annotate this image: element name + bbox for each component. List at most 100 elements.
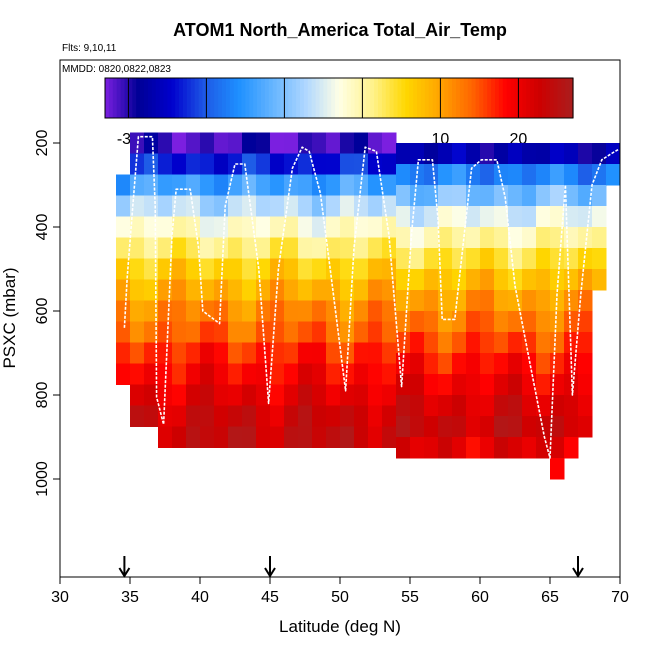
heatmap-cell <box>578 311 593 333</box>
colorbar-swatch <box>510 78 516 118</box>
colorbar-swatch <box>132 78 137 118</box>
colorbar-swatch <box>342 78 348 118</box>
heatmap-cell <box>368 216 383 238</box>
heatmap-cell <box>242 237 257 259</box>
heatmap-cell <box>382 363 397 385</box>
heatmap-cell <box>256 132 271 154</box>
heatmap-cell <box>536 185 551 207</box>
heatmap-cell <box>550 353 565 375</box>
colorbar-swatch <box>307 78 313 118</box>
heatmap-cell <box>228 132 243 154</box>
heatmap-cell <box>606 164 621 186</box>
heatmap-cell <box>214 384 229 406</box>
heatmap-cell <box>144 384 159 406</box>
y-axis: 200 400 600 800 1000 <box>34 130 60 497</box>
heatmap-cell <box>368 384 383 406</box>
heatmap-cell <box>130 258 145 280</box>
heatmap-cell <box>200 153 215 175</box>
heatmap-cell <box>340 321 355 343</box>
heatmap-cell <box>494 206 509 228</box>
heatmap-cell <box>354 132 369 154</box>
heatmap-cell <box>298 405 313 427</box>
heatmap-cell <box>438 290 453 312</box>
heatmap-cell <box>130 237 145 259</box>
colorbar-swatch <box>495 78 500 118</box>
heatmap-cell <box>466 248 481 270</box>
heatmap-cell <box>298 195 313 217</box>
heatmap-cell <box>354 363 369 385</box>
heatmap-cell <box>144 132 159 154</box>
heatmap-cell <box>312 363 327 385</box>
heatmap-cell <box>326 363 341 385</box>
heatmap-cell <box>200 384 215 406</box>
colorbar-swatch <box>370 78 375 118</box>
heatmap-cell <box>410 332 425 354</box>
heatmap-cell <box>284 258 299 280</box>
heatmap-cell <box>326 216 341 238</box>
heatmap-cell <box>592 143 607 165</box>
heatmap-cell <box>382 384 397 406</box>
heatmap-cell <box>522 269 537 291</box>
heatmap-cell <box>284 363 299 385</box>
heatmap-cell <box>466 311 481 333</box>
heatmap-cell <box>186 300 201 322</box>
heatmap-cell <box>270 195 285 217</box>
heatmap-cell <box>396 206 411 228</box>
colorbar-swatch <box>557 78 562 118</box>
heatmap-cell <box>158 174 173 196</box>
heatmap-cell <box>340 237 355 259</box>
heatmap-cell <box>466 353 481 375</box>
flights-label: Flts: 9,10,11 <box>62 43 117 54</box>
heatmap-cell <box>480 311 495 333</box>
heatmap-cell <box>522 206 537 228</box>
heatmap-cell <box>382 342 397 364</box>
heatmap-cell <box>424 206 439 228</box>
heatmap-cell <box>340 384 355 406</box>
heatmap-cell <box>158 153 173 175</box>
heatmap-cell <box>158 258 173 280</box>
heatmap-cell <box>298 426 313 448</box>
heatmap-cell <box>354 279 369 301</box>
heatmap-cell <box>298 363 313 385</box>
colorbar-swatch <box>229 78 235 118</box>
colorbar-swatch <box>420 78 426 118</box>
heatmap-cell <box>214 258 229 280</box>
colorbar-swatch <box>218 78 223 118</box>
heatmap-cell <box>130 321 145 343</box>
heatmap-cell <box>326 237 341 259</box>
colorbar-swatch <box>183 78 188 118</box>
colorbar-swatch <box>303 78 309 118</box>
heatmap-cell <box>116 174 131 196</box>
colorbar-swatch <box>225 78 231 118</box>
flight-tracks <box>123 135 620 459</box>
heatmap-cell <box>424 227 439 249</box>
heatmap-cell <box>452 395 467 417</box>
heatmap-cell <box>368 153 383 175</box>
heatmap-cell <box>550 395 565 417</box>
heatmap-cell <box>214 237 229 259</box>
heatmap-cell <box>438 206 453 228</box>
heatmap-cell <box>368 132 383 154</box>
colorbar-swatch <box>393 78 399 118</box>
heatmap-cell <box>186 363 201 385</box>
heatmap-cell <box>480 374 495 396</box>
colorbar-swatch <box>366 78 371 118</box>
heatmap-cell <box>214 174 229 196</box>
heatmap-cell <box>480 248 495 270</box>
heatmap-cell <box>494 227 509 249</box>
heatmap <box>116 132 621 480</box>
heatmap-cell <box>606 143 621 165</box>
heatmap-cell <box>270 321 285 343</box>
heatmap-cell <box>578 143 593 165</box>
heatmap-cell <box>452 206 467 228</box>
heatmap-cell <box>592 206 607 228</box>
heatmap-cell <box>466 374 481 396</box>
heatmap-cell <box>396 416 411 438</box>
heatmap-cell <box>354 405 369 427</box>
heatmap-cell <box>536 248 551 270</box>
heatmap-cell <box>326 300 341 322</box>
heatmap-cell <box>326 342 341 364</box>
heatmap-cell <box>228 321 243 343</box>
heatmap-cell <box>130 342 145 364</box>
heatmap-cell <box>298 216 313 238</box>
